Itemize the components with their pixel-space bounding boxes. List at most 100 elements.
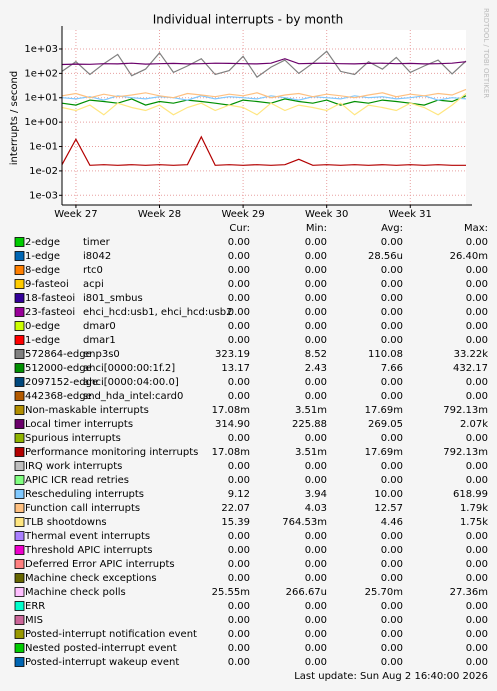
legend-name: Non-maskable interrupts bbox=[25, 405, 149, 416]
legend-stat: 0.00 bbox=[466, 433, 488, 444]
legend-stat: 0.00 bbox=[381, 461, 403, 472]
legend-stat: 10.00 bbox=[374, 489, 403, 500]
legend-name: ERR bbox=[25, 601, 45, 612]
legend-stat: 0.00 bbox=[381, 559, 403, 570]
legend-swatch bbox=[14, 657, 25, 667]
legend-stat: 0.00 bbox=[466, 629, 488, 640]
legend-swatch bbox=[14, 601, 25, 611]
legend-swatch bbox=[14, 265, 25, 275]
y-tick-label: 1e-01 bbox=[29, 142, 58, 153]
legend-stat: 0.00 bbox=[466, 279, 488, 290]
legend-stat: 0.00 bbox=[305, 293, 327, 304]
legend-swatch bbox=[14, 349, 25, 359]
legend-swatch bbox=[14, 433, 25, 443]
legend-stat: 0.00 bbox=[305, 559, 327, 570]
legend-stat: 0.00 bbox=[305, 573, 327, 584]
legend-stat: 0.00 bbox=[305, 461, 327, 472]
legend-stat: 0.00 bbox=[466, 615, 488, 626]
legend-stat: 0.00 bbox=[466, 531, 488, 542]
legend-device: dmar0 bbox=[83, 321, 116, 332]
legend-name: Machine check polls bbox=[25, 587, 126, 598]
legend-stat: 0.00 bbox=[381, 629, 403, 640]
legend-swatch bbox=[14, 447, 25, 457]
legend-stat: 0.00 bbox=[381, 545, 403, 556]
legend-stat: 0.00 bbox=[228, 279, 250, 290]
legend-name: 2-edge bbox=[25, 237, 60, 248]
legend-stat: 17.69m bbox=[365, 447, 403, 458]
legend-name: 0-edge bbox=[25, 321, 60, 332]
legend-stat: 0.00 bbox=[466, 601, 488, 612]
series-line bbox=[61, 58, 467, 66]
legend-stat: 0.00 bbox=[305, 629, 327, 640]
legend-stat: 0.00 bbox=[305, 531, 327, 542]
legend-stat: 0.00 bbox=[466, 643, 488, 654]
legend-name: 8-edge bbox=[25, 265, 60, 276]
legend-stat: 0.00 bbox=[466, 461, 488, 472]
legend-swatch bbox=[14, 489, 25, 499]
legend-header: Avg: bbox=[381, 223, 403, 234]
legend-stat: 0.00 bbox=[305, 307, 327, 318]
legend-name: 1-edge bbox=[25, 251, 60, 262]
legend-swatch bbox=[14, 251, 25, 261]
legend-stat: 3.51m bbox=[295, 405, 327, 416]
legend-stat: 0.00 bbox=[381, 279, 403, 290]
legend-swatch bbox=[14, 643, 25, 653]
legend-stat: 0.00 bbox=[228, 391, 250, 402]
legend-stat: 0.00 bbox=[228, 657, 250, 668]
series-line bbox=[61, 135, 466, 166]
legend-stat: 0.00 bbox=[466, 307, 488, 318]
legend-stat: 0.00 bbox=[381, 265, 403, 276]
chart-title: Individual interrupts - by month bbox=[153, 13, 344, 27]
legend-header: Cur: bbox=[229, 223, 250, 234]
series-line bbox=[61, 95, 467, 101]
legend-swatch bbox=[14, 321, 25, 331]
legend-stat: 1.75k bbox=[460, 517, 488, 528]
legend-stat: 792.13m bbox=[443, 447, 488, 458]
legend-name: 18-fasteoi bbox=[25, 293, 75, 304]
legend-name: Posted-interrupt wakeup event bbox=[25, 657, 179, 668]
legend-stat: 7.66 bbox=[381, 363, 403, 374]
legend-stat: 0.00 bbox=[466, 335, 488, 346]
legend-name: Thermal event interrupts bbox=[24, 531, 150, 542]
legend-stat: 9.12 bbox=[228, 489, 250, 500]
legend-name: Posted-interrupt notification event bbox=[25, 629, 197, 640]
legend-stat: 0.00 bbox=[305, 335, 327, 346]
series-line bbox=[61, 93, 467, 116]
legend-swatch bbox=[14, 545, 25, 555]
legend-stat: 17.08m bbox=[212, 405, 250, 416]
legend-stat: 4.03 bbox=[305, 503, 327, 514]
legend-stat: 0.00 bbox=[228, 433, 250, 444]
legend-stat: 0.00 bbox=[228, 573, 250, 584]
legend-device: dmar1 bbox=[83, 335, 116, 346]
legend-stat: 2.43 bbox=[305, 363, 327, 374]
legend-stat: 17.69m bbox=[365, 405, 403, 416]
x-tick-label: Week 27 bbox=[54, 209, 97, 220]
legend-stat: 17.08m bbox=[212, 447, 250, 458]
legend-stat: 0.00 bbox=[228, 531, 250, 542]
legend-stat: 0.00 bbox=[228, 293, 250, 304]
legend-device: ahci[0000:04:00.0] bbox=[83, 377, 179, 388]
x-tick-label: Week 28 bbox=[138, 209, 181, 220]
legend-swatch bbox=[14, 279, 25, 289]
legend-stat: 0.00 bbox=[305, 657, 327, 668]
legend-stat: 22.07 bbox=[221, 503, 250, 514]
legend-stat: 0.00 bbox=[305, 643, 327, 654]
y-tick-label: 1e+00 bbox=[24, 117, 58, 128]
legend-device: i801_smbus bbox=[83, 293, 143, 304]
legend-stat: 25.70m bbox=[365, 587, 403, 598]
legend-stat: 0.00 bbox=[228, 237, 250, 248]
legend-swatch bbox=[14, 237, 25, 247]
legend-stat: 764.53m bbox=[282, 517, 327, 528]
series-line bbox=[61, 95, 467, 106]
legend-stat: 0.00 bbox=[381, 475, 403, 486]
legend-stat: 33.22k bbox=[454, 349, 489, 360]
legend-device: snd_hda_intel:card0 bbox=[83, 391, 183, 402]
legend-swatch bbox=[14, 587, 25, 597]
legend-name: APIC ICR read retries bbox=[25, 475, 129, 486]
legend-stat: 0.00 bbox=[466, 391, 488, 402]
legend-swatch bbox=[14, 391, 25, 401]
legend-stat: 4.46 bbox=[381, 517, 403, 528]
legend-stat: 3.51m bbox=[295, 447, 327, 458]
legend-name: Function call interrupts bbox=[25, 503, 140, 514]
legend-stat: 0.00 bbox=[228, 335, 250, 346]
